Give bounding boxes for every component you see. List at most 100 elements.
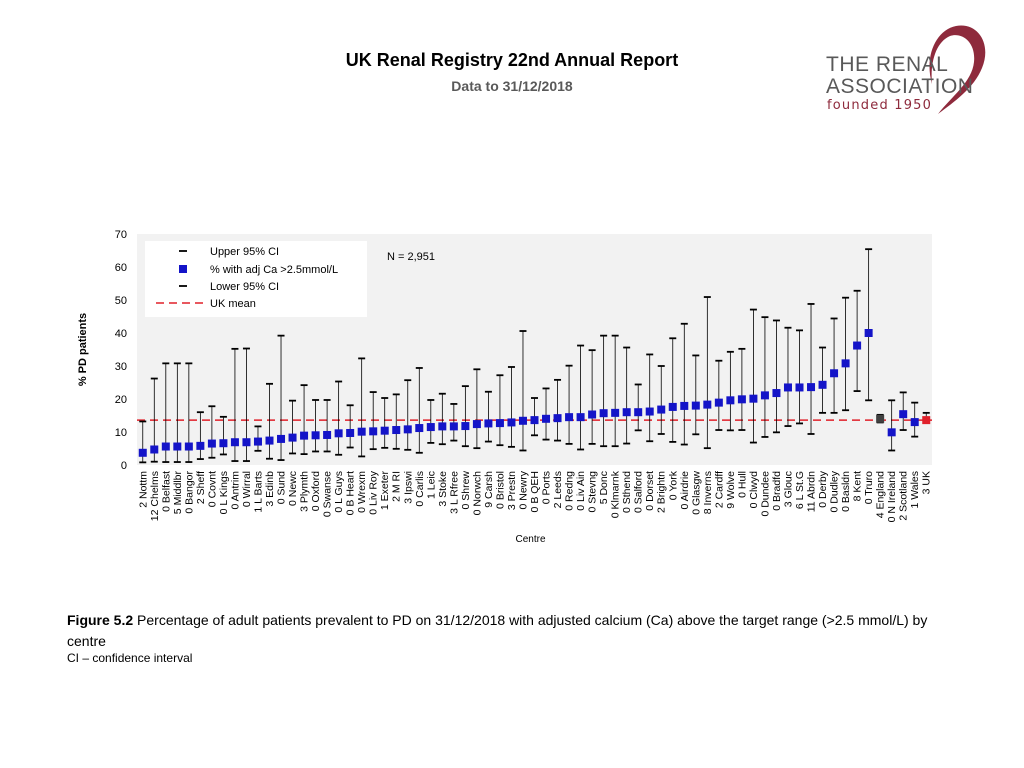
y-tick-label: 10 [115,427,127,439]
logo-line-3: founded 1950 [827,98,933,113]
legend-point-label: % with adj Ca >2.5mmol/L [210,264,338,276]
x-tick-label: 0 Truro [863,471,875,504]
x-tick-label: 3 L Rfree [448,471,460,514]
logo-line-1: THE RENAL [826,53,949,76]
data-point [507,418,516,427]
renal-association-logo: THE RENAL ASSOCIATION founded 1950 [820,22,990,122]
data-point [242,438,251,447]
x-tick-label: 0 Wrexm [356,471,368,513]
x-tick-label: 0 Liv Roy [368,470,380,515]
y-tick-label: 30 [115,361,127,373]
data-point [277,434,286,443]
x-tick-label: 3 Stoke [437,471,449,507]
x-tick-label: 0 Liv Ain [575,471,587,511]
data-point [726,396,735,405]
data-point [899,410,908,419]
data-point [230,438,239,447]
x-tick-label: 12 Chelms [149,471,161,521]
report-subtitle: Data to 31/12/2018 [451,78,573,94]
legend-box [145,241,367,317]
x-tick-label: 6 L St.G [794,471,806,509]
x-tick-label: 4 England [875,471,887,518]
data-point [219,439,228,448]
x-tick-label: 3 Glouc [782,471,794,507]
x-tick-label: 0 L Kings [218,471,230,514]
y-tick-label: 20 [115,394,127,406]
pd-calcium-chart: 0 10 20 30 40 50 60 70 % PD patients 2 Nottm 12 Ch… [77,229,933,545]
data-point [518,416,527,425]
data-point [196,441,205,450]
y-axis-label: % PD patients [77,313,89,386]
data-point [449,422,458,431]
data-point [645,407,654,416]
data-point [691,401,700,410]
data-point [495,419,504,428]
x-tick-label: 0 York [667,470,679,500]
legend-point-symbol [179,265,187,273]
x-tick-label: 0 Newc [287,471,299,506]
data-point [288,433,297,442]
data-point [576,413,585,422]
x-tick-label: 0 Oxford [310,471,322,511]
x-tick-label: 9 Carsh [483,471,495,508]
data-point [323,430,332,439]
x-tick-label: 9 Wolve [725,471,737,509]
x-tick-label: 2 Nottm [137,471,149,508]
data-point [553,414,562,423]
data-point [542,414,551,423]
data-point [403,425,412,434]
x-tick-label: 8 Kent [852,471,864,501]
data-point [611,408,620,417]
data-point [161,442,170,451]
x-tick-label: 8 Inverns [702,471,714,514]
logo-swoosh-icon [929,25,986,115]
x-tick-label: 0 Sthend [621,471,633,513]
data-point [680,401,689,410]
data-point [634,408,643,417]
data-point [438,422,447,431]
x-tick-label: 0 Dudley [829,470,841,512]
x-tick-label: 2 Sheff [195,471,207,504]
data-point [530,416,539,425]
x-tick-label: 0 Stevng [587,471,599,513]
sample-size-annotation: N = 2,951 [387,251,435,263]
x-axis-label: Centre [515,534,545,545]
report-title: UK Renal Registry 22nd Annual Report [345,50,679,70]
logo-line-2: ASSOCIATION [826,75,974,98]
x-tick-label: 1 L Barts [252,471,264,513]
y-tick-label: 40 [115,328,127,340]
data-point [749,394,758,403]
y-tick-label: 50 [115,295,127,307]
figure-label: Figure 5.2 [67,612,134,628]
x-tick-label: 0 Derby [817,470,829,508]
x-tick-label: 0 Hull [736,471,748,498]
data-point [484,419,493,428]
x-tick-label: 3 Ipswi [402,471,414,504]
data-point [818,380,827,389]
x-tick-label: 0 Bangor [183,471,195,514]
x-tick-label: 5 Middlbr [172,470,184,514]
x-tick-label: 0 Carlis [414,471,426,507]
data-point [795,383,804,392]
x-tick-label: 0 N Ireland [886,471,898,523]
x-tick-label: 0 Salford [633,471,645,513]
data-point [887,428,896,437]
y-tick-label: 0 [121,460,127,472]
data-point [853,341,862,350]
x-tick-label: 1 Wales [909,471,921,509]
x-tick-label: 0 B Heart [345,471,357,515]
data-point [657,405,666,414]
data-point [565,413,574,422]
legend-mean-label: UK mean [210,298,256,310]
x-tick-label: 0 Belfast [160,471,172,512]
x-tick-label: 3 Edinb [264,471,276,507]
data-point [300,431,309,440]
data-point [369,427,378,436]
x-tick-label: 0 Shrew [460,471,472,510]
x-tick-label: 0 Glasgw [690,471,702,515]
data-point [472,420,481,429]
data-point [783,383,792,392]
x-tick-label: 0 Swanse [322,471,334,517]
y-tick-label: 70 [115,229,127,241]
x-tick-label: 0 Norwch [471,471,483,516]
